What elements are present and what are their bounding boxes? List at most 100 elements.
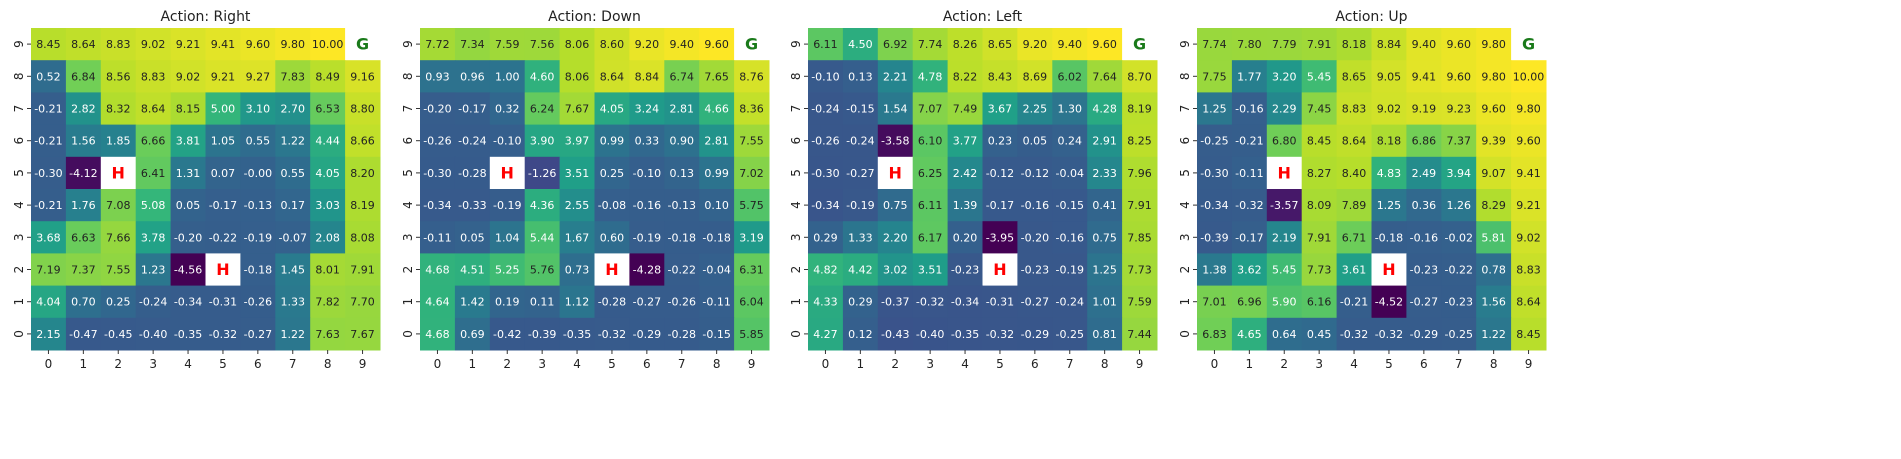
heatmap-cell: [594, 285, 630, 319]
heatmap-cell: [1476, 124, 1512, 158]
cell-value-label: -0.27: [1021, 296, 1049, 309]
heatmap-panel-1: Action: Right 8.45 8.64 8.83 9.02 9.21 9.41 9.6…: [12, 9, 381, 371]
cell-value-label: 9.16: [350, 70, 375, 83]
heatmap-cell: [559, 221, 595, 254]
cell-value-label: 1.45: [281, 264, 306, 277]
y-tick-label: 6: [789, 137, 803, 145]
cell-value-label: H: [501, 163, 514, 182]
heatmap-cell: [65, 28, 102, 61]
heatmap-cell: [629, 156, 665, 190]
cell-value-label: 1.00: [495, 70, 520, 83]
heatmap-cell: [1197, 124, 1233, 158]
heatmap-cell: [664, 221, 700, 254]
heatmap-cell: [947, 156, 983, 190]
heatmap-cell: [808, 253, 844, 287]
cell-value-label: -0.35: [174, 328, 202, 341]
cell-value-label: 1.22: [281, 135, 306, 148]
cell-value-label: 8.08: [350, 231, 375, 244]
heatmap-cell: [205, 221, 241, 254]
heatmap-cell: [1406, 285, 1442, 319]
heatmap-cell: [1017, 156, 1053, 190]
cell-value-label: 0.99: [600, 135, 625, 148]
cell-value-label: 6.92: [883, 38, 908, 51]
cell-value-label: 8.25: [1127, 135, 1152, 148]
heatmap-cell: [100, 253, 137, 287]
y-tick-label: 2: [12, 266, 26, 274]
cell-value-label: -0.39: [528, 328, 556, 341]
heatmap-cell: [31, 253, 67, 287]
cell-value-label: 1.38: [1202, 264, 1227, 277]
heatmap-cell: [1511, 285, 1547, 319]
x-tick-label: 3: [538, 357, 546, 371]
heatmap-panel-3: Action: Left 6.11 4.50 6.92 7.74 8.26 8.65 9.20…: [789, 9, 1158, 371]
cell-value-label: -0.32: [209, 328, 237, 341]
heatmap-cell: [1266, 28, 1303, 61]
heatmap-cell: [310, 189, 346, 222]
cell-value-label: 5.81: [1481, 231, 1506, 244]
heatmap-cell: [982, 60, 1018, 93]
heatmap-cell: [664, 285, 700, 319]
cell-value-label: -0.34: [423, 199, 451, 212]
heatmap-cell: [1476, 317, 1512, 351]
heatmap-cell: [982, 28, 1018, 61]
cell-value-label: 9.60: [1447, 38, 1472, 51]
heatmap-cell: [1122, 60, 1158, 93]
heatmap-cell: [808, 156, 844, 190]
x-tick-label: 6: [1420, 357, 1428, 371]
cell-value-label: 2.82: [71, 103, 96, 116]
cell-value-label: 4.78: [918, 70, 943, 83]
heatmap-cell: [1197, 189, 1233, 222]
heatmap-cell: [1052, 28, 1088, 61]
heatmap-cell: [65, 124, 102, 158]
cell-value-label: 4.51: [460, 264, 485, 277]
heatmap-cell: [1441, 156, 1477, 190]
cell-value-label: 6.17: [918, 231, 943, 244]
cell-value-label: 1.56: [1481, 296, 1506, 309]
cell-value-label: 0.12: [848, 328, 873, 341]
heatmap-cell: [594, 189, 630, 222]
cell-value-label: 7.91: [1307, 38, 1332, 51]
cell-value-label: -0.26: [423, 135, 451, 148]
x-tick-label: 1: [80, 357, 88, 371]
cell-value-label: 1.30: [1058, 103, 1083, 116]
cell-value-label: -0.32: [1375, 328, 1403, 341]
heatmap-cell: [1231, 317, 1268, 351]
cell-value-label: 9.60: [704, 38, 729, 51]
heatmap-cell: [1336, 189, 1372, 222]
cell-value-label: 6.25: [918, 167, 943, 180]
heatmap-cell: [524, 60, 561, 93]
cell-value-label: -0.24: [811, 103, 839, 116]
cell-value-label: 7.73: [1127, 264, 1152, 277]
x-tick-label: 4: [184, 357, 192, 371]
cell-value-label: 9.07: [1481, 167, 1506, 180]
heatmap-cell: [1511, 317, 1547, 351]
cell-value-label: 7.70: [350, 296, 375, 309]
x-tick-label: 5: [219, 357, 227, 371]
heatmap-cell: [275, 285, 311, 319]
heatmap-cell: [1266, 189, 1303, 222]
heatmap-cell: [170, 221, 206, 254]
heatmap-cell: [1371, 28, 1407, 61]
cell-value-label: -0.17: [458, 103, 486, 116]
heatmap-cell: [345, 253, 381, 287]
cell-value-label: 1.39: [953, 199, 978, 212]
heatmap-cell: [65, 317, 102, 351]
x-tick-label: 0: [822, 357, 830, 371]
cell-value-label: -0.23: [1021, 264, 1049, 277]
cell-value-label: -0.34: [951, 296, 979, 309]
heatmap-cell: [135, 221, 172, 254]
cell-value-label: 8.64: [600, 70, 625, 83]
heatmap-cell: [310, 285, 346, 319]
cell-value-label: 1.42: [460, 296, 485, 309]
heatmap-cell: [594, 28, 630, 61]
y-tick-label: 8: [12, 72, 26, 80]
cell-value-label: 8.19: [350, 199, 375, 212]
y-tick-label: 3: [401, 233, 415, 241]
heatmap-cell: [100, 92, 137, 126]
heatmap-cell: [275, 317, 311, 351]
cell-value-label: 0.10: [704, 199, 729, 212]
heatmap-cell: [275, 28, 311, 61]
heatmap-cell: [310, 253, 346, 287]
cell-value-label: 0.60: [600, 231, 625, 244]
cell-value-label: -0.28: [598, 296, 626, 309]
